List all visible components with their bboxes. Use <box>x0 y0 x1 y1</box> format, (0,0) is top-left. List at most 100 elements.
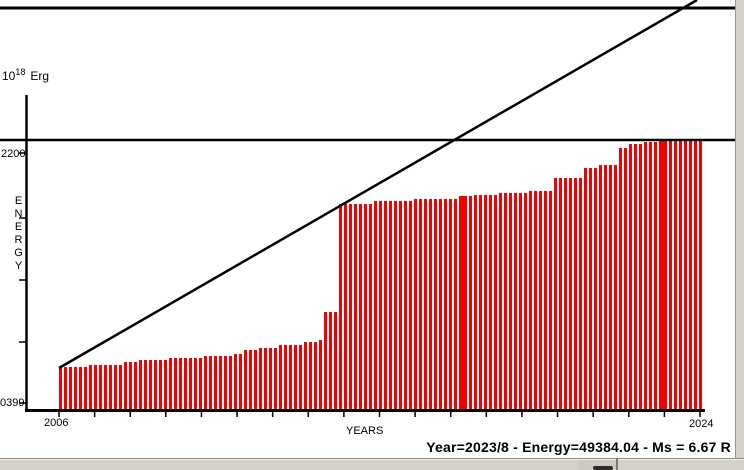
energy-bar <box>634 144 637 410</box>
energy-bar <box>669 140 672 410</box>
energy-bar <box>359 204 362 410</box>
energy-bar <box>174 358 177 410</box>
energy-bar <box>214 356 217 410</box>
energy-bar <box>409 201 412 410</box>
energy-bar <box>204 356 207 410</box>
energy-bar <box>559 178 562 410</box>
energy-letter: G <box>14 247 23 259</box>
energy-bar <box>374 201 377 410</box>
energy-bar <box>654 142 657 410</box>
energy-bar <box>439 199 442 410</box>
energy-bar <box>679 140 682 410</box>
trend-line <box>58 0 698 370</box>
energy-bar <box>414 199 417 410</box>
energy-bar <box>589 168 592 410</box>
energy-bar <box>329 312 332 410</box>
energy-bar <box>514 193 517 410</box>
energy-bar <box>94 365 97 410</box>
energy-bar <box>379 201 382 410</box>
energy-bar <box>649 142 652 410</box>
energy-bar <box>599 165 602 410</box>
energy-bar <box>294 345 297 410</box>
energy-bar <box>209 356 212 410</box>
energy-bar <box>119 365 122 410</box>
unit-exponent: 18 <box>15 67 26 77</box>
energy-bar <box>219 356 222 410</box>
energy-bar <box>594 168 597 410</box>
energy-bar <box>394 201 397 410</box>
energy-bar <box>604 165 607 410</box>
energy-bar <box>179 358 182 410</box>
energy-bar <box>399 201 402 410</box>
energy-bar <box>304 342 307 410</box>
energy-bar <box>319 340 322 410</box>
energy-bar <box>114 365 117 410</box>
energy-bar <box>544 191 547 410</box>
energy-bar <box>689 140 692 410</box>
window-right-border <box>735 0 744 458</box>
energy-bar <box>454 199 457 410</box>
energy-bar <box>484 195 487 410</box>
energy-letter: E <box>14 221 23 233</box>
energy-bar <box>339 204 342 410</box>
taskbar-button-icon <box>593 466 613 470</box>
energy-bar <box>479 195 482 410</box>
energy-bar <box>134 362 137 410</box>
energy-bar <box>274 348 277 410</box>
unit-word: Erg <box>30 69 50 83</box>
energy-bar <box>354 204 357 410</box>
energy-bar <box>189 358 192 410</box>
taskbar-separator-icon <box>616 459 618 470</box>
energy-bar <box>314 342 317 410</box>
energy-bar <box>524 193 527 410</box>
energy-bar <box>349 204 352 410</box>
energy-bar <box>324 312 327 410</box>
energy-bar <box>99 365 102 410</box>
energy-bar <box>429 199 432 410</box>
energy-bar <box>434 199 437 410</box>
energy-bar <box>459 196 467 410</box>
energy-bar <box>109 365 112 410</box>
taskbar-button-partial[interactable] <box>578 460 616 470</box>
energy-bar <box>199 358 202 410</box>
energy-bar <box>184 358 187 410</box>
energy-bar <box>194 358 197 410</box>
energy-bar <box>694 140 697 410</box>
energy-bar <box>569 178 572 410</box>
energy-letter: R <box>14 234 23 246</box>
energy-bar <box>449 199 452 410</box>
energy-bar <box>159 360 162 410</box>
energy-bar <box>574 178 577 410</box>
energy-bar <box>564 178 567 410</box>
energy-bar <box>259 348 262 410</box>
y-tick-label-upper: 2200 <box>1 148 26 160</box>
energy-bar <box>474 195 477 410</box>
energy-bar <box>404 201 407 410</box>
energy-bar <box>659 140 667 410</box>
energy-bar <box>149 360 152 410</box>
energy-bar <box>549 191 552 410</box>
energy-bar <box>639 144 642 410</box>
y-tick-label-lower: 0399 <box>0 397 25 409</box>
energy-bar <box>504 193 507 410</box>
energy-bar <box>64 367 67 410</box>
energy-bar <box>389 201 392 410</box>
energy-bar <box>499 193 502 410</box>
energy-bar <box>269 348 272 410</box>
energy-bar <box>234 354 237 410</box>
energy-bar <box>609 165 612 410</box>
energy-bar <box>164 360 167 410</box>
energy-bar <box>249 350 252 410</box>
y-axis-unit-label: 1018 Erg <box>2 67 49 83</box>
energy-bar <box>289 345 292 410</box>
energy-bar <box>239 354 242 410</box>
energy-bar <box>284 345 287 410</box>
energy-bar <box>539 191 542 410</box>
energy-bar <box>334 312 337 410</box>
energy-bar <box>139 360 142 410</box>
energy-bar <box>129 362 132 410</box>
energy-bar <box>494 195 497 410</box>
